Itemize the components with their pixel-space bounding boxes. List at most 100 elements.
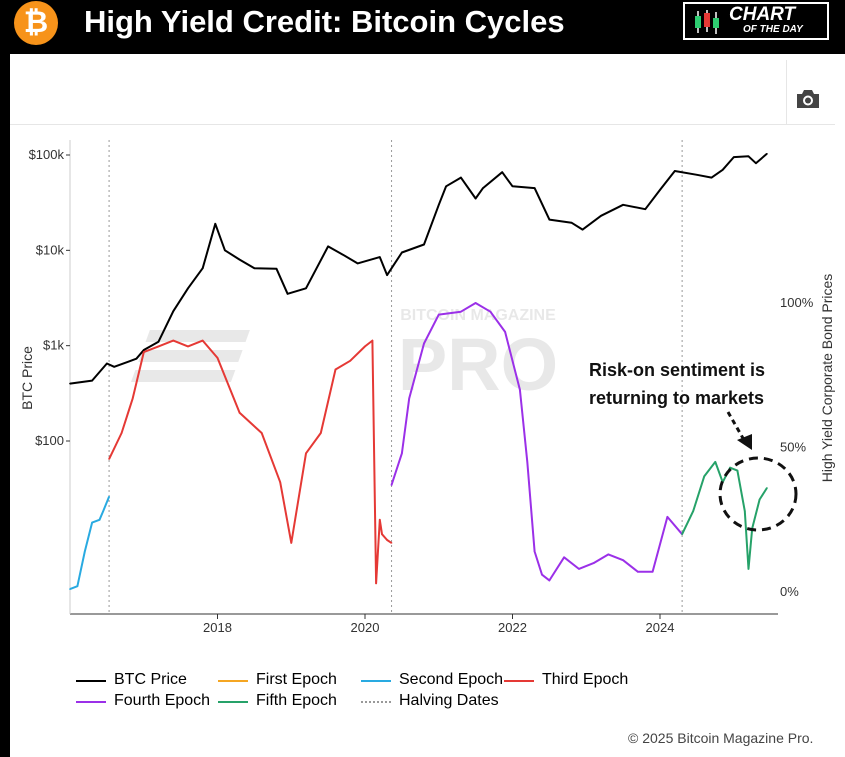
third-epoch-point — [172, 339, 175, 342]
third-epoch-point — [371, 339, 374, 342]
third-epoch-point — [279, 481, 281, 483]
legend-swatch — [504, 680, 534, 682]
second-epoch-point — [108, 495, 110, 498]
camera-icon[interactable] — [795, 88, 821, 110]
badge-line1: CHART — [729, 4, 796, 25]
legend-label: Halving Dates — [399, 692, 499, 709]
third-epoch-point — [334, 368, 337, 371]
fifth-epoch-point — [744, 510, 746, 512]
btc-price-point — [548, 218, 551, 221]
third-epoch-point — [386, 539, 388, 541]
third-epoch-point — [319, 432, 322, 434]
legend-swatch — [76, 680, 106, 682]
third-epoch-point — [290, 542, 293, 544]
fifth-epoch-line — [681, 460, 768, 570]
btc-price-point — [766, 152, 768, 155]
fourth-epoch-point — [519, 388, 521, 391]
watermark-logo-icon — [130, 330, 250, 382]
fourth-epoch-point — [578, 568, 580, 570]
legend-swatch — [76, 701, 106, 703]
second-epoch-point — [69, 588, 71, 590]
second-epoch-point — [76, 585, 79, 588]
annotation-arrow-line — [726, 411, 746, 441]
y-right-tick-label: 100% — [780, 295, 814, 310]
fourth-epoch-point — [504, 331, 506, 333]
btc-price-point — [214, 222, 217, 225]
y-right-tick-label: 0% — [780, 584, 799, 599]
toolbar-border — [10, 124, 835, 125]
btc-price-point — [423, 243, 425, 246]
btc-price-point — [747, 155, 750, 158]
annotation-text: Risk-on sentiment is returning to market… — [589, 356, 765, 412]
badge-line2: OF THE DAY — [743, 24, 803, 35]
fourth-epoch-point — [622, 559, 624, 562]
btc-price-point — [710, 176, 713, 179]
btc-price-point — [327, 245, 329, 248]
second-epoch-point — [91, 521, 93, 524]
third-epoch-point — [157, 345, 160, 348]
btc-price-point — [91, 379, 93, 382]
page-title: High Yield Credit: Bitcoin Cycles — [84, 4, 565, 39]
copyright-text: © 2025 Bitcoin Magazine Pro. — [628, 730, 814, 746]
fourth-epoch-point — [526, 461, 529, 463]
third-epoch-point — [108, 458, 110, 460]
fourth-epoch-point — [666, 516, 669, 518]
annotation-line2: returning to markets — [589, 388, 765, 408]
btc-price-point — [356, 262, 359, 265]
fifth-epoch-point — [703, 475, 706, 478]
third-epoch-point — [260, 432, 263, 434]
fourth-epoch-point — [423, 342, 425, 345]
btc-price-point — [401, 251, 403, 254]
second-epoch-point — [102, 510, 104, 512]
btc-price-point — [482, 187, 484, 189]
btc-price-point — [201, 267, 204, 269]
third-epoch-point — [375, 582, 377, 585]
third-epoch-point — [187, 345, 189, 348]
annotation-arrow-head — [737, 434, 752, 450]
btc-price-point — [659, 189, 661, 191]
btc-price-point — [570, 221, 573, 224]
legend-label: BTC Price — [114, 671, 187, 688]
toolbar-divider — [786, 60, 787, 124]
btc-price-point — [581, 228, 584, 231]
btc-price-point — [135, 357, 138, 360]
third-epoch-point — [201, 339, 204, 342]
legend-label: Fourth Epoch — [114, 692, 211, 709]
third-epoch-point — [390, 542, 393, 544]
fifth-epoch-point — [736, 469, 739, 472]
chart-panel — [10, 54, 845, 757]
header: ₿ High Yield Credit: Bitcoin Cycles CHAR… — [0, 0, 845, 46]
btc-price-point — [286, 292, 289, 295]
btc-price-point — [224, 249, 226, 252]
third-epoch-point — [216, 357, 219, 359]
fourth-epoch-point — [408, 397, 411, 400]
fifth-epoch-point — [681, 533, 683, 535]
y-left-axis-label: BTC Price — [19, 346, 35, 410]
btc-price-point — [533, 187, 536, 189]
x-tick-label: 2024 — [646, 620, 675, 635]
third-epoch-point — [238, 412, 241, 414]
legend-label: Fifth Epoch — [256, 692, 337, 709]
btc-price-point — [113, 366, 116, 368]
fifth-epoch-point — [692, 510, 694, 512]
btc-price-point — [673, 170, 676, 172]
btc-price-point — [732, 156, 735, 158]
btc-price-point — [644, 208, 647, 211]
btc-price-point — [378, 256, 381, 258]
annotation-line1: Risk-on sentiment is — [589, 360, 766, 380]
watermark-big: PRO — [398, 323, 558, 406]
second-epoch-point — [83, 550, 86, 553]
legend-swatch — [218, 701, 248, 703]
fourth-epoch-point — [401, 452, 403, 455]
btc-price-point — [437, 204, 440, 206]
second-epoch-point — [98, 518, 101, 521]
legend-swatch — [361, 701, 391, 703]
third-epoch-point — [349, 360, 352, 362]
fourth-epoch-point — [474, 302, 477, 304]
fourth-epoch-point — [541, 573, 543, 576]
watermark-small: BITCOIN MAGAZINE — [400, 307, 556, 324]
btc-price-point — [342, 253, 344, 256]
fourth-epoch-point — [489, 310, 492, 313]
x-tick-label: 2018 — [203, 620, 232, 635]
